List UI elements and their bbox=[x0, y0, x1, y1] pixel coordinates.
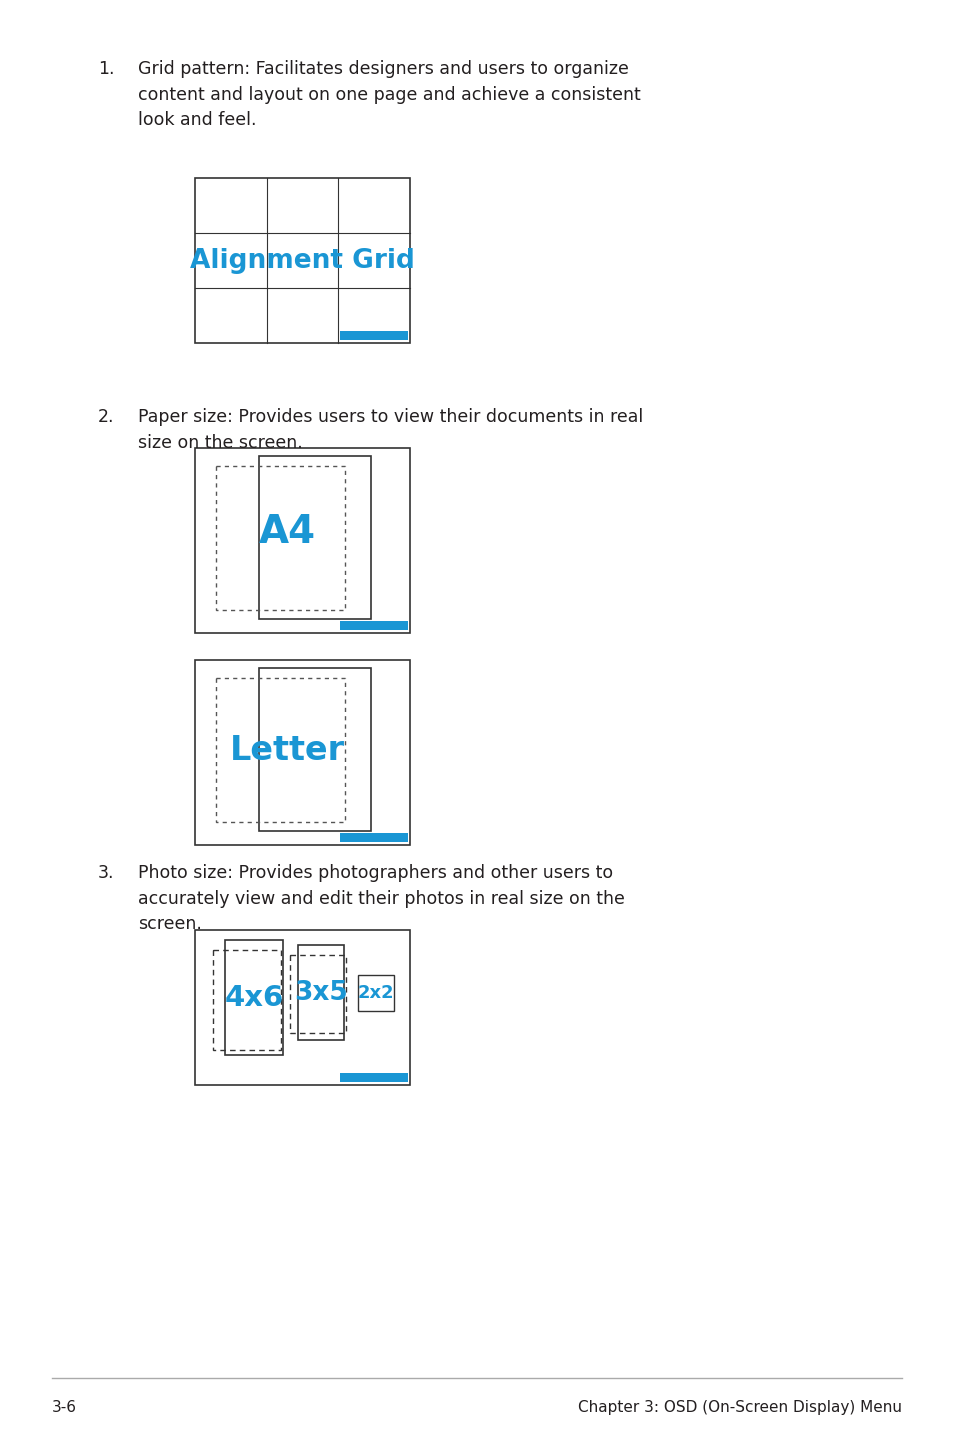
Bar bbox=[194, 449, 410, 633]
Bar bbox=[339, 621, 408, 630]
Text: 2x2: 2x2 bbox=[357, 984, 394, 1002]
Bar bbox=[194, 660, 410, 846]
Text: 3x5: 3x5 bbox=[294, 979, 348, 1005]
Bar bbox=[216, 677, 345, 823]
Text: Chapter 3: OSD (On-Screen Display) Menu: Chapter 3: OSD (On-Screen Display) Menu bbox=[578, 1401, 901, 1415]
Text: Grid pattern: Facilitates designers and users to organize
content and layout on : Grid pattern: Facilitates designers and … bbox=[138, 60, 640, 129]
Bar bbox=[339, 833, 408, 843]
Text: 2.: 2. bbox=[98, 408, 114, 426]
Text: 4x6: 4x6 bbox=[224, 984, 283, 1011]
Bar bbox=[290, 955, 346, 1032]
Bar bbox=[259, 456, 371, 618]
Bar bbox=[194, 930, 410, 1086]
Bar bbox=[339, 331, 408, 339]
Bar bbox=[357, 975, 394, 1011]
Text: Paper size: Provides users to view their documents in real
size on the screen.: Paper size: Provides users to view their… bbox=[138, 408, 642, 452]
Bar bbox=[339, 1073, 408, 1081]
Text: 1.: 1. bbox=[98, 60, 114, 78]
Bar bbox=[216, 466, 345, 610]
Bar bbox=[194, 178, 410, 344]
Text: Photo size: Provides photographers and other users to
accurately view and edit t: Photo size: Provides photographers and o… bbox=[138, 864, 624, 933]
Text: Alignment Grid: Alignment Grid bbox=[190, 247, 415, 273]
Bar bbox=[225, 940, 283, 1055]
Bar bbox=[259, 669, 371, 831]
Text: A4: A4 bbox=[258, 513, 315, 551]
Text: 3.: 3. bbox=[98, 864, 114, 881]
Bar bbox=[297, 945, 344, 1040]
Text: Letter: Letter bbox=[230, 733, 345, 766]
Text: 3-6: 3-6 bbox=[52, 1401, 77, 1415]
Bar bbox=[213, 951, 281, 1050]
